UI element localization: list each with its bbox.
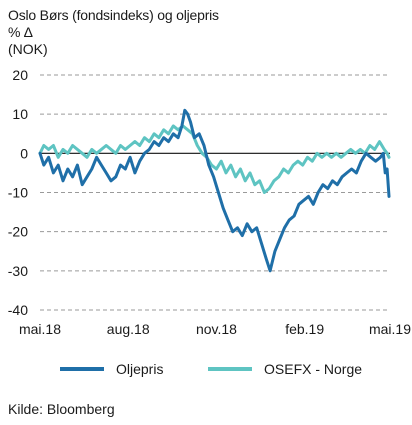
y-tick-label: -30 xyxy=(8,263,28,279)
legend-item-oljepris: Oljepris xyxy=(60,358,163,380)
x-tick-label: nov.18 xyxy=(196,321,237,337)
legend-swatch-osefx xyxy=(208,367,252,371)
y-axis-label-line-1: % Δ xyxy=(8,24,33,40)
chart-title: Oslo Børs (fondsindeks) og oljepris xyxy=(8,7,219,23)
series-lines xyxy=(38,108,391,273)
y-tick-label: 20 xyxy=(12,67,28,83)
x-tick-labels: mai.18 aug.18 nov.18 feb.19 mai.19 xyxy=(19,321,411,337)
x-tick-label: aug.18 xyxy=(107,321,150,337)
y-tick-labels: 20 10 0 -10 -20 -30 -40 xyxy=(8,67,28,318)
grid-lines xyxy=(40,74,390,311)
source-note: Kilde: Bloomberg xyxy=(8,401,115,417)
x-tick-label: feb.19 xyxy=(285,321,324,337)
y-tick-label: -10 xyxy=(8,185,28,201)
series-line-oljepris xyxy=(38,108,391,273)
legend-item-osefx: OSEFX - Norge xyxy=(208,358,362,380)
line-chart: 20 10 0 -10 -20 -30 -40 mai.18 aug.18 nov.18 feb.… xyxy=(8,67,411,337)
legend-label-oljepris: Oljepris xyxy=(116,361,164,377)
legend-swatch-oljepris xyxy=(60,367,104,371)
y-axis-label-line-2: (NOK) xyxy=(8,41,48,57)
y-tick-label: -20 xyxy=(8,224,28,240)
series-line-osefx xyxy=(38,124,391,194)
legend: Oljepris OSEFX - Norge xyxy=(0,358,412,380)
x-tick-label: mai.19 xyxy=(369,321,411,337)
y-tick-label: 0 xyxy=(20,145,28,161)
x-tick-label: mai.18 xyxy=(19,321,61,337)
y-tick-label: -40 xyxy=(8,302,28,318)
legend-label-osefx: OSEFX - Norge xyxy=(264,361,363,377)
y-tick-label: 10 xyxy=(12,106,28,122)
